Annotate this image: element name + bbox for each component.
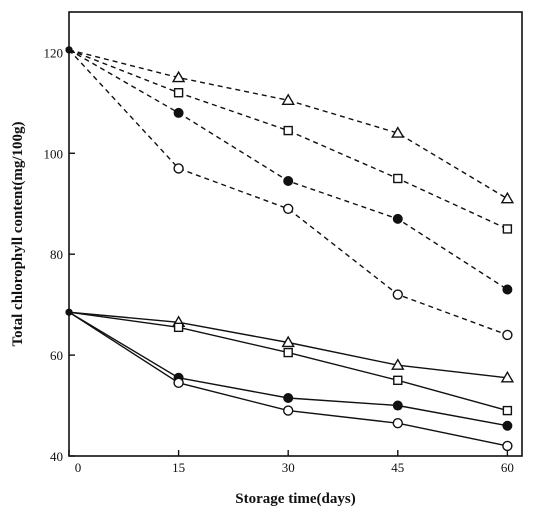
data-point-triangle-open (171, 70, 186, 83)
data-point-circle-filled (173, 107, 184, 118)
x-axis-label: Storage time(days) (235, 491, 355, 507)
series-line (68, 311, 508, 447)
data-point-circle-open (502, 440, 513, 452)
data-point-start (65, 46, 73, 54)
series-4 (65, 46, 513, 341)
series-7 (65, 308, 513, 431)
series-3 (65, 46, 513, 295)
data-point-circle-open (173, 163, 184, 174)
data-point-square-open (283, 125, 293, 136)
data-point-triangle-open (500, 191, 515, 204)
data-point-triangle-open (391, 358, 405, 370)
data-point-triangle-open (281, 93, 295, 105)
x-tick-label: 0 (75, 460, 82, 475)
series-8 (65, 308, 513, 452)
data-point-circle-open (173, 377, 184, 389)
series-line (68, 49, 508, 230)
x-tick-label: 15 (172, 460, 185, 475)
data-point-square-open (283, 347, 293, 358)
plot-frame-layer (68, 11, 523, 457)
data-point-triangle-open (281, 335, 295, 348)
series-line (68, 49, 508, 291)
y-tick-label: 100 (44, 146, 64, 161)
data-point-square-open (502, 224, 513, 234)
data-point-circle-open (282, 203, 294, 214)
data-point-circle-open (392, 289, 403, 300)
data-point-circle-open (282, 405, 294, 416)
data-point-triangle-open (500, 370, 515, 383)
data-point-triangle-open (391, 126, 405, 138)
series-6 (65, 308, 513, 416)
data-point-circle-filled (502, 284, 513, 295)
data-point-circle-filled (283, 392, 294, 403)
y-tick-label: 80 (50, 247, 63, 262)
series-line (68, 49, 508, 200)
y-axis-label: Total chlorophyll content(mg/100g) (10, 121, 26, 346)
x-tick-label: 45 (391, 460, 404, 475)
x-tick-label: 30 (282, 460, 295, 475)
data-point-square-open (502, 405, 513, 416)
data-point-square-open (393, 375, 403, 386)
x-tick-label: 60 (501, 460, 514, 475)
data-point-circle-filled (392, 400, 403, 411)
data-point-circle-open (392, 418, 403, 429)
y-tick-label: 60 (50, 348, 63, 363)
series-5 (65, 308, 515, 383)
plot-frame (68, 11, 523, 457)
y-tick-label: 40 (50, 449, 63, 464)
series-line (68, 49, 508, 336)
data-point-circle-filled (502, 420, 513, 431)
data-point-circle-filled (392, 213, 403, 224)
data-point-square-open (173, 322, 184, 333)
data-point-start (65, 308, 73, 316)
data-point-square-open (393, 173, 403, 184)
series-layer (65, 46, 515, 452)
data-point-circle-open (502, 329, 513, 341)
tick-layer: 0 15 30 45 60 40 60 80 100 120 (44, 45, 514, 475)
data-point-circle-filled (283, 176, 294, 187)
data-point-square-open (173, 88, 184, 98)
y-tick-label: 120 (44, 45, 64, 60)
